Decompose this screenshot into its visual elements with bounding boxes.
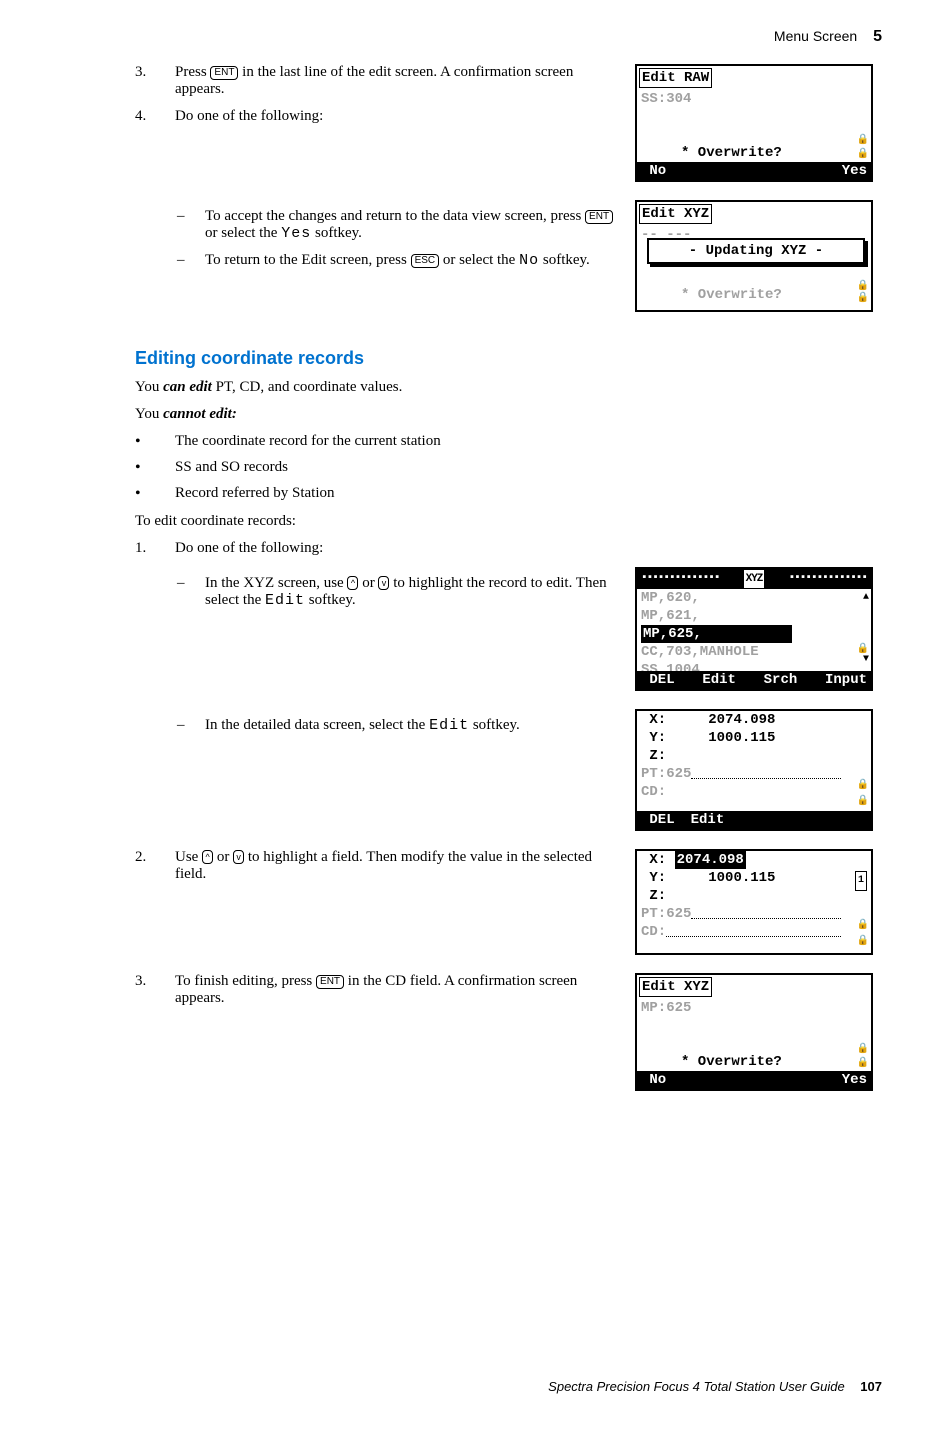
dash-marker: – (175, 575, 205, 609)
step-text: Do one of the following: (175, 108, 625, 125)
up-key-icon: ^ (202, 850, 213, 864)
step-number: 4. (135, 108, 175, 125)
dash-marker: – (175, 252, 205, 269)
step-text: Do one of the following: (175, 540, 882, 557)
ent-key-icon: ENT (210, 66, 238, 80)
lcd-detail-edit: X: 2074.098 Y: 1000.115 1 Z: PT:625 🔒 CD… (635, 849, 873, 955)
esc-key-icon: ESC (411, 254, 440, 268)
lock-icon: 🔒 (857, 1045, 869, 1055)
down-arrow-icon: ▼ (863, 651, 869, 669)
ent-key-icon: ENT (316, 975, 344, 989)
up-arrow-icon: ▲ (863, 589, 869, 607)
book-title: Spectra Precision Focus 4 Total Station … (548, 1379, 845, 1394)
lock-icon: 🔒 (857, 781, 869, 791)
step-number: 1. (135, 540, 175, 557)
down-key-icon: v (233, 850, 244, 864)
lock-icon: 🔒 (857, 1059, 869, 1069)
step-number: 3. (135, 64, 175, 98)
section-heading: Editing coordinate records (135, 348, 882, 369)
lcd-xyz-list: ▪▪▪▪▪▪▪▪▪▪▪▪▪▪ XYZ ▪▪▪▪▪▪▪▪▪▪▪▪▪▪ MP,620… (635, 567, 873, 691)
step-text: Press ENT in the last line of the edit s… (175, 64, 625, 98)
step-number: 3. (135, 973, 175, 1007)
dash-marker: – (175, 717, 205, 734)
page-content: 3. Press ENT in the last line of the edi… (135, 64, 882, 1103)
lcd-detail-view: X: 2074.098 Y: 1000.115 Z: PT:625 🔒 CD: … (635, 709, 873, 831)
bullet-icon: • (135, 433, 175, 451)
lock-icon: 🔒 (857, 294, 869, 304)
lock-icon: 🔒 (857, 937, 869, 947)
page-header: Menu Screen 5 (774, 28, 882, 46)
page-footer: Spectra Precision Focus 4 Total Station … (548, 1379, 882, 1394)
chapter-number: 5 (873, 28, 882, 45)
lock-icon: 🔒 (857, 921, 869, 931)
page-number: 107 (860, 1379, 882, 1394)
down-key-icon: v (378, 576, 389, 590)
step-number: 2. (135, 849, 175, 883)
lock-icon: 🔒 (857, 150, 869, 160)
step-text: To finish editing, press ENT in the CD f… (175, 973, 625, 1007)
bullet-icon: • (135, 459, 175, 477)
paragraph: To edit coordinate records: (135, 513, 882, 530)
step-text: Use ^ or v to highlight a field. Then mo… (175, 849, 625, 883)
lock-icon: 🔒 (857, 136, 869, 146)
lock-icon: 🔒 (857, 282, 869, 292)
substep-text: To return to the Edit screen, press ESC … (205, 252, 625, 269)
section-name: Menu Screen (774, 28, 857, 44)
up-key-icon: ^ (347, 576, 358, 590)
substep-text: In the detailed data screen, select the … (205, 717, 625, 734)
indicator-badge: 1 (855, 871, 867, 891)
lock-icon: 🔒 (857, 797, 869, 807)
substep-text: In the XYZ screen, use ^ or v to highlig… (205, 575, 625, 609)
substep-text: To accept the changes and return to the … (205, 208, 625, 242)
dash-marker: – (175, 208, 205, 242)
bullet-icon: • (135, 485, 175, 503)
paragraph: You can edit PT, CD, and coordinate valu… (135, 379, 882, 396)
paragraph: You cannot edit: (135, 406, 882, 423)
lcd-edit-xyz-updating: Edit XYZ -- --- - Updating XYZ - * Overw… (635, 200, 873, 312)
lcd-edit-raw: Edit RAW SS:304 * Overwrite? 🔒 🔒 No Yes (635, 64, 873, 182)
ent-key-icon: ENT (585, 210, 613, 224)
lcd-edit-xyz-confirm: Edit XYZ MP:625 * Overwrite? 🔒 🔒 No Yes (635, 973, 873, 1091)
